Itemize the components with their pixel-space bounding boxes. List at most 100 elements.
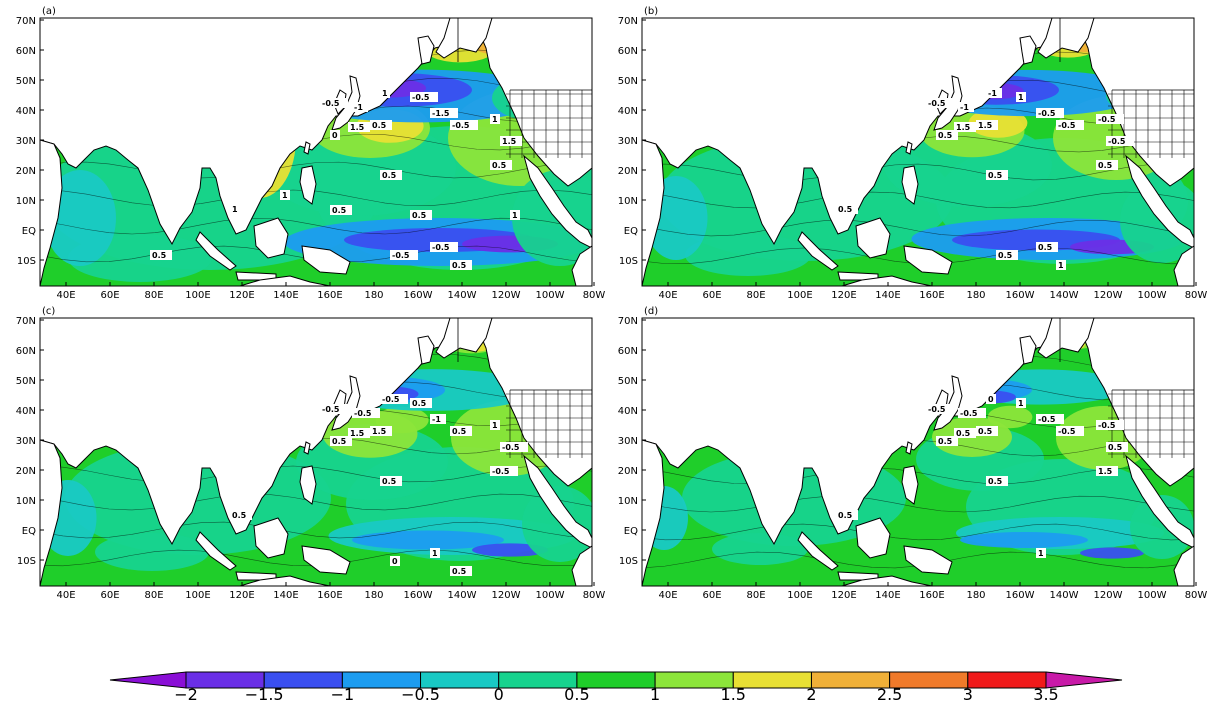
- contour-label: 0.5: [382, 477, 397, 486]
- contour-label-bg: [430, 242, 458, 252]
- contour-label: 1.5: [502, 137, 517, 146]
- us-state-borders: [506, 90, 592, 158]
- lat-tick-label: EQ: [22, 226, 36, 237]
- contour-label-bg: [410, 398, 432, 408]
- lon-tick-label: 160W: [404, 590, 433, 601]
- contour-label: 1.5: [978, 121, 993, 130]
- panel-c-label: (c): [42, 306, 55, 317]
- lat-tick-label: 20N: [16, 466, 36, 477]
- contour-label-bg: [926, 98, 954, 108]
- contour-label: -1.5: [432, 109, 450, 118]
- contour-label-bg: [836, 510, 858, 520]
- colorbar-tick-label: 1.5: [721, 685, 746, 704]
- lat-tick-label: 40N: [618, 406, 638, 417]
- land-mass: [642, 318, 1073, 546]
- contour-label: -0.5: [1038, 415, 1056, 424]
- lat-tick-label: 70N: [618, 16, 638, 27]
- lon-tick-label: 160E: [919, 290, 944, 301]
- contour-label: 0.5: [988, 477, 1003, 486]
- contour-label: -0.5: [1058, 121, 1076, 130]
- land-mass: [855, 517, 891, 559]
- contour-label: 1: [382, 89, 388, 98]
- contour-label-bg: [926, 404, 954, 414]
- colorbar-max-arrow: [1045, 671, 1123, 689]
- contour-label-bg: [836, 204, 858, 214]
- contour-label: -0.5: [432, 243, 450, 252]
- contour-label-bg: [976, 426, 998, 436]
- contour-label: 1: [1018, 399, 1024, 408]
- contour-label: 1.5: [350, 429, 365, 438]
- land-mass: [417, 335, 435, 365]
- contour-label-bg: [1106, 442, 1128, 452]
- contour-label: 1: [282, 191, 288, 200]
- lon-tick-label: 180: [966, 590, 985, 601]
- lon-tick-label: 40E: [658, 590, 677, 601]
- contour-label-bg: [1096, 160, 1118, 170]
- contour-label-bg: [986, 476, 1008, 486]
- contour-label: 1: [512, 211, 518, 220]
- contour-line: [40, 217, 592, 235]
- lon-tick-label: 120W: [492, 590, 521, 601]
- contour-label: -0.5: [322, 405, 340, 414]
- land-mass: [523, 154, 592, 249]
- land-mass: [1173, 545, 1194, 586]
- contour-label: 1: [492, 421, 498, 430]
- lat-tick-label: 10N: [618, 496, 638, 507]
- lon-tick-label: 140E: [273, 290, 298, 301]
- lon-tick-label: 80E: [144, 590, 163, 601]
- lon-tick-label: 140E: [875, 290, 900, 301]
- contour-label-bg: [986, 88, 1002, 98]
- contour-label: -1: [432, 415, 441, 424]
- lat-tick-label: 30N: [16, 436, 36, 447]
- land-mass: [301, 545, 351, 575]
- contour-label: 1: [1058, 261, 1064, 270]
- colorbar: −2 −1.5 −1 −0.5 0 0.5 1 1.5 2 2.5 3 3.5: [109, 671, 1123, 704]
- contour-label-bg: [936, 130, 958, 140]
- contour-label: 0.5: [452, 567, 467, 576]
- land-mass: [239, 575, 331, 586]
- contour-label-bg: [230, 510, 252, 520]
- contour-line: [40, 521, 592, 539]
- lat-tick-label: 50N: [16, 376, 36, 387]
- lat-tick-label: 40N: [618, 106, 638, 117]
- lat-tick-label: 30N: [618, 136, 638, 147]
- lat-tick-label: 10N: [16, 496, 36, 507]
- lon-tick-label: 60E: [702, 290, 721, 301]
- lon-tick-label: 160E: [919, 590, 944, 601]
- contour-label: 1.5: [350, 123, 365, 132]
- contour-label: -0.5: [1058, 427, 1076, 436]
- lon-tick-label: 160E: [317, 290, 342, 301]
- contour-label: -1: [988, 89, 997, 98]
- lon-tick-label: 120E: [831, 290, 856, 301]
- contour-label-bg: [380, 394, 408, 404]
- panel-frame: [39, 317, 593, 587]
- lat-tick-label: 10S: [17, 556, 36, 567]
- land-mass: [901, 165, 919, 205]
- contour-label: -0.5: [382, 395, 400, 404]
- lon-tick-label: 100E: [787, 290, 812, 301]
- land-mass: [301, 245, 351, 275]
- anomaly-region: [1080, 547, 1144, 559]
- lon-tick-label: 140W: [1050, 590, 1079, 601]
- land-mass: [642, 18, 1073, 246]
- contour-line: [642, 523, 1194, 541]
- lon-tick-label: 120W: [1094, 590, 1123, 601]
- contour-label: -1: [354, 103, 363, 112]
- contour-label: 0.5: [1108, 443, 1123, 452]
- panel-a: -0.5 -1 -1.5 1 1.5 0.5 0 -0.5 -0.5 1 1.5 0.5 0.5 1 -0.…: [16, 16, 606, 301]
- land-mass: [571, 245, 592, 286]
- contour-label: 0.5: [1098, 161, 1113, 170]
- anomaly-region: [685, 234, 811, 276]
- lat-tick-label: 10N: [618, 196, 638, 207]
- lon-tick-label: 80W: [1185, 590, 1208, 601]
- land-mass: [1037, 18, 1095, 59]
- contour-label: -0.5: [960, 409, 978, 418]
- land-mass: [303, 141, 311, 155]
- lat-tick-label: 10S: [17, 256, 36, 267]
- lon-tick-label: 120W: [1094, 290, 1123, 301]
- land-mass: [905, 141, 913, 155]
- contour-label: 0.5: [838, 205, 853, 214]
- contour-label: -0.5: [928, 405, 946, 414]
- land-mass: [797, 531, 839, 571]
